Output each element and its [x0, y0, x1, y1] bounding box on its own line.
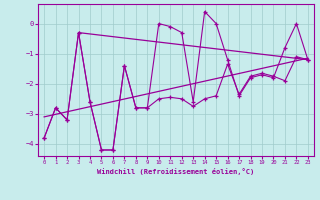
X-axis label: Windchill (Refroidissement éolien,°C): Windchill (Refroidissement éolien,°C)	[97, 168, 255, 175]
